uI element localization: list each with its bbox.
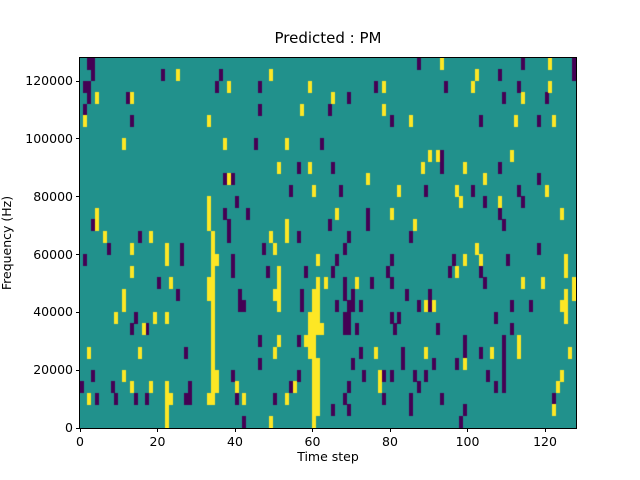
x-axis-label: Time step — [297, 449, 359, 464]
x-tick-mark — [467, 428, 468, 432]
x-tick-label: 20 — [149, 434, 166, 449]
chart-title: Predicted : PM — [274, 29, 382, 47]
y-tick-label: 100000 — [25, 130, 73, 146]
x-tick-mark — [157, 428, 158, 432]
x-tick-mark — [312, 428, 313, 432]
y-tick-mark — [76, 196, 80, 198]
y-axis-label: Frequency (Hz) — [0, 195, 14, 291]
y-tick-mark — [76, 311, 80, 313]
x-tick-label: 60 — [304, 434, 321, 449]
x-tick-label: 80 — [382, 434, 398, 449]
x-tick-mark — [544, 428, 546, 432]
y-tick-label: 20000 — [33, 362, 73, 378]
y-tick-mark — [76, 427, 80, 429]
y-tick-mark — [76, 80, 80, 82]
y-tick-label: 80000 — [33, 188, 73, 204]
y-tick-label: 60000 — [33, 246, 73, 262]
y-tick-mark — [76, 369, 80, 371]
x-tick-mark — [79, 428, 81, 432]
y-tick-mark — [76, 254, 80, 256]
y-tick-label: 40000 — [33, 304, 73, 320]
x-tick-label: 0 — [76, 434, 84, 449]
x-tick-label: 40 — [227, 434, 243, 449]
x-tick-mark — [234, 428, 236, 432]
y-tick-label: 120000 — [25, 73, 73, 89]
x-tick-label: 120 — [533, 434, 557, 449]
x-tick-label: 100 — [455, 434, 480, 449]
plot-area — [79, 57, 577, 429]
y-tick-mark — [76, 138, 80, 140]
x-tick-mark — [389, 428, 391, 432]
heatmap-canvas — [80, 58, 576, 428]
y-tick-label: 0 — [65, 420, 73, 435]
